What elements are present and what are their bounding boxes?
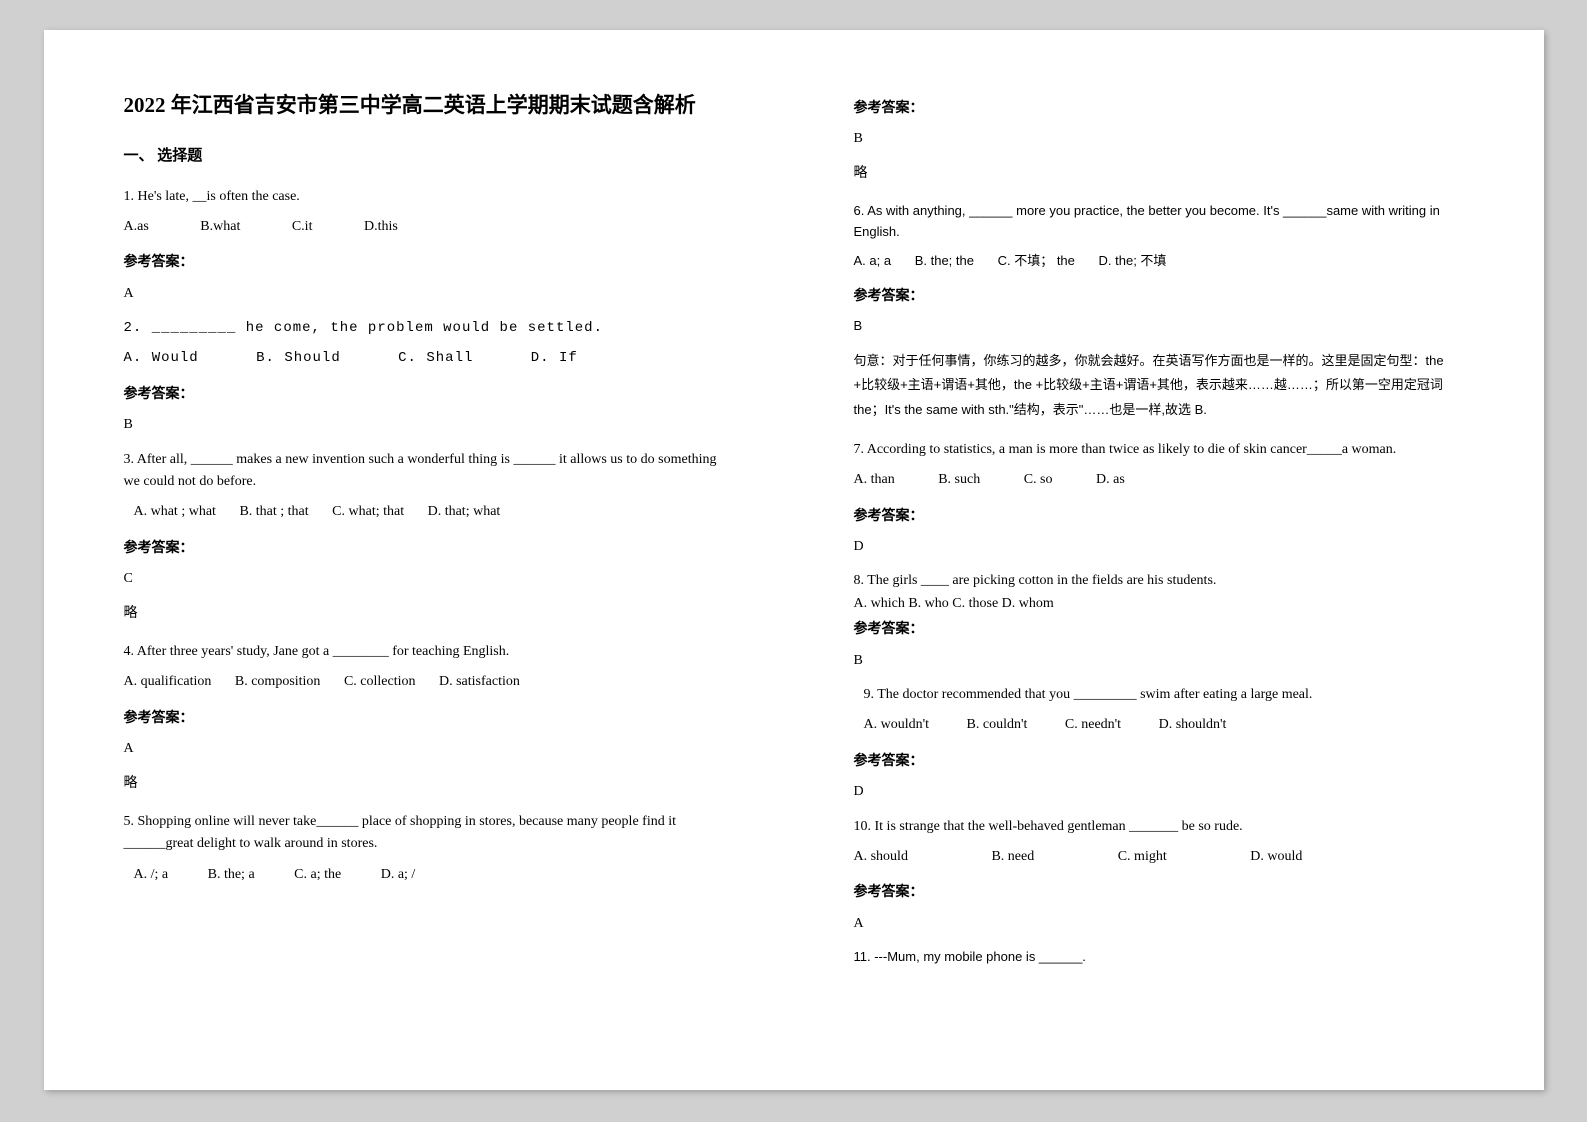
q11-stem: 11. ---Mum, my mobile phone is ______. — [854, 947, 1464, 968]
page-sheet: 2022 年江西省吉安市第三中学高二英语上学期期末试题含解析 一、 选择题 1.… — [44, 30, 1544, 1090]
q5-stem: 5. Shopping online will never take______… — [124, 811, 734, 856]
q7-opt-d: D. as — [1096, 469, 1125, 491]
q4-answer-head: 参考答案： — [124, 708, 734, 730]
q5-opt-b: B. the; a — [208, 864, 255, 886]
q5-opt-c: C. a; the — [294, 864, 341, 886]
q1-options: A.as B.what C.it D.this — [124, 216, 734, 238]
q10-options: A. should B. need C. might D. would — [854, 846, 1464, 868]
q7-stem: 7. According to statistics, a man is mor… — [854, 439, 1464, 461]
q8-options: A. which B. who C. those D. whom — [854, 593, 1464, 615]
q4-stem: 4. After three years' study, Jane got a … — [124, 641, 734, 663]
question-1: 1. He's late, __is often the case. A.as … — [124, 186, 734, 239]
q4-opt-a: A. qualification — [124, 671, 212, 693]
q8-answer-head: 参考答案： — [854, 619, 1464, 641]
q10-answer: A — [854, 913, 1464, 935]
q9-answer-head: 参考答案： — [854, 751, 1464, 773]
q8-stem: 8. The girls ____ are picking cotton in … — [854, 570, 1464, 592]
q10-opt-b: B. need — [991, 846, 1034, 868]
q2-answer: B — [124, 414, 734, 436]
q3-options: A. what ; what B. that ; that C. what; t… — [124, 501, 734, 523]
q3-opt-b: B. that ; that — [239, 501, 308, 523]
q10-opt-c: C. might — [1118, 846, 1167, 868]
q2-opt-c: C. Shall — [398, 347, 473, 369]
q6-answer-head: 参考答案： — [854, 286, 1464, 308]
q1-answer-head: 参考答案： — [124, 252, 734, 274]
q4-answer: A — [124, 738, 734, 760]
question-5: 5. Shopping online will never take______… — [124, 811, 734, 886]
q6-answer: B — [854, 316, 1464, 337]
q1-stem: 1. He's late, __is often the case. — [124, 186, 734, 208]
q3-answer-head: 参考答案： — [124, 538, 734, 560]
q5-answer: B — [854, 128, 1464, 150]
question-3: 3. After all, ______ makes a new inventi… — [124, 449, 734, 524]
q6-opt-d: D. the; 不填 — [1099, 251, 1167, 272]
q6-opt-c: C. 不填； the — [998, 251, 1075, 272]
q5-opt-d: D. a; / — [381, 864, 416, 886]
q9-opt-b: B. couldn't — [967, 714, 1028, 736]
question-9: 9. The doctor recommended that you _____… — [854, 684, 1464, 737]
question-8: 8. The girls ____ are picking cotton in … — [854, 570, 1464, 615]
question-2: 2. _________ he come, the problem would … — [124, 317, 734, 370]
q9-opt-d: D. shouldn't — [1159, 714, 1227, 736]
q9-options: A. wouldn't B. couldn't C. needn't D. sh… — [854, 714, 1464, 736]
q1-opt-d: D.this — [364, 216, 398, 238]
q4-opt-c: C. collection — [344, 671, 416, 693]
q7-opt-a: A. than — [854, 469, 895, 491]
q3-note: 略 — [124, 603, 734, 625]
q6-options: A. a; a B. the; the C. 不填； the D. the; 不… — [854, 251, 1464, 272]
q10-opt-a: A. should — [854, 846, 908, 868]
question-4: 4. After three years' study, Jane got a … — [124, 641, 734, 694]
q1-opt-a: A.as — [124, 216, 149, 238]
q4-note: 略 — [124, 773, 734, 795]
q10-opt-d: D. would — [1250, 846, 1302, 868]
q5-answer-head: 参考答案： — [854, 98, 1464, 120]
q7-options: A. than B. such C. so D. as — [854, 469, 1464, 491]
q5-note: 略 — [854, 163, 1464, 185]
q4-opt-b: B. composition — [235, 671, 321, 693]
right-column: 参考答案： B 略 6. As with anything, ______ mo… — [794, 30, 1544, 1090]
q7-answer-head: 参考答案： — [854, 506, 1464, 528]
q2-stem: 2. _________ he come, the problem would … — [124, 317, 734, 339]
q4-options: A. qualification B. composition C. colle… — [124, 671, 734, 693]
q3-opt-c: C. what; that — [332, 501, 404, 523]
q6-explain: 句意：对于任何事情，你练习的越多，你就会越好。在英语写作方面也是一样的。这里是固… — [854, 349, 1464, 423]
question-10: 10. It is strange that the well-behaved … — [854, 816, 1464, 869]
q9-answer: D — [854, 781, 1464, 803]
q7-opt-b: B. such — [938, 469, 980, 491]
q9-stem: 9. The doctor recommended that you _____… — [854, 684, 1464, 706]
question-7: 7. According to statistics, a man is mor… — [854, 439, 1464, 492]
q6-opt-a: A. a; a — [854, 251, 892, 272]
q3-stem: 3. After all, ______ makes a new inventi… — [124, 449, 734, 494]
q7-opt-c: C. so — [1024, 469, 1053, 491]
q5-options: A. /; a B. the; a C. a; the D. a; / — [124, 864, 734, 886]
q4-opt-d: D. satisfaction — [439, 671, 520, 693]
q9-opt-a: A. wouldn't — [864, 714, 930, 736]
q3-answer: C — [124, 568, 734, 590]
q2-answer-head: 参考答案： — [124, 384, 734, 406]
q2-opt-d: D. If — [531, 347, 578, 369]
q2-opt-a: A. Would — [124, 347, 199, 369]
q2-options: A. Would B. Should C. Shall D. If — [124, 347, 734, 369]
q5-opt-a: A. /; a — [134, 864, 169, 886]
section-head: 一、 选择题 — [124, 144, 734, 168]
question-11: 11. ---Mum, my mobile phone is ______. — [854, 947, 1464, 968]
q8-answer: B — [854, 650, 1464, 672]
exam-title: 2022 年江西省吉安市第三中学高二英语上学期期末试题含解析 — [124, 90, 734, 122]
question-6: 6. As with anything, ______ more you pra… — [854, 201, 1464, 271]
q7-answer: D — [854, 536, 1464, 558]
left-column: 2022 年江西省吉安市第三中学高二英语上学期期末试题含解析 一、 选择题 1.… — [44, 30, 794, 1090]
q1-opt-c: C.it — [292, 216, 313, 238]
q6-opt-b: B. the; the — [915, 251, 974, 272]
q1-answer: A — [124, 283, 734, 305]
q10-stem: 10. It is strange that the well-behaved … — [854, 816, 1464, 838]
q9-opt-c: C. needn't — [1065, 714, 1121, 736]
q2-opt-b: B. Should — [256, 347, 341, 369]
q1-opt-b: B.what — [200, 216, 240, 238]
q3-opt-a: A. what ; what — [134, 501, 216, 523]
q6-stem: 6. As with anything, ______ more you pra… — [854, 201, 1464, 243]
q10-answer-head: 参考答案： — [854, 882, 1464, 904]
q3-opt-d: D. that; what — [428, 501, 501, 523]
